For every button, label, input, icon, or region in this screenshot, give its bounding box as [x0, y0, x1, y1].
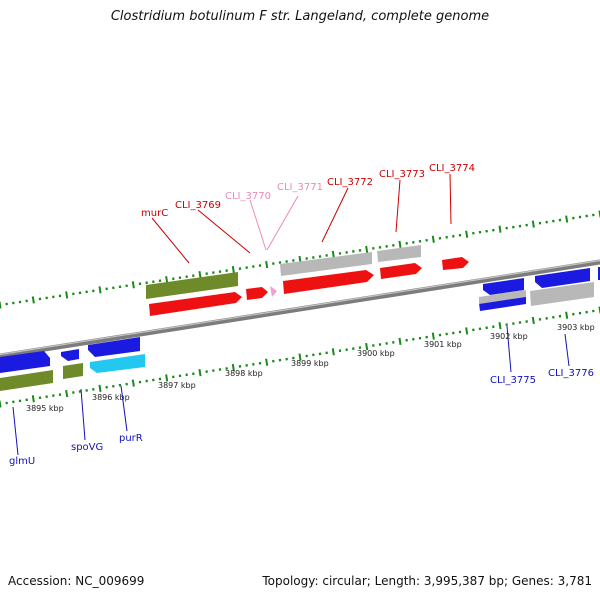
major-tick	[565, 311, 569, 319]
major-tick	[365, 342, 369, 351]
label-purR[interactable]: purR	[119, 433, 143, 444]
gene-CLI_3772[interactable]	[283, 270, 374, 294]
scale-label: 3899 kbp	[291, 359, 329, 368]
major-tick	[98, 384, 102, 392]
major-tick	[31, 395, 35, 403]
label-CLI_3772[interactable]: CLI_3772	[327, 177, 373, 188]
major-tick	[165, 374, 169, 382]
gene-murC[interactable]	[149, 292, 242, 316]
label-CLI_3771[interactable]: CLI_3771	[277, 182, 323, 193]
major-tick	[165, 276, 169, 284]
label-CLI_3773[interactable]: CLI_3773	[379, 169, 425, 180]
major-tick	[331, 250, 335, 259]
gene-CLI_3770[interactable]	[270, 286, 277, 297]
label-CLI_3769[interactable]: CLI_3769	[175, 200, 221, 211]
scale-label: 3898 kbp	[225, 369, 263, 378]
major-tick	[98, 286, 102, 294]
major-tick	[398, 240, 402, 248]
major-tick	[0, 400, 2, 408]
topology-summary: Topology: circular; Length: 3,995,387 bp…	[262, 574, 592, 588]
label-spoVG[interactable]: spoVG	[71, 442, 103, 453]
label-CLI_3776[interactable]: CLI_3776	[548, 368, 594, 379]
major-tick	[265, 358, 269, 366]
major-tick	[198, 369, 202, 377]
major-tick	[298, 353, 302, 361]
genome-backbone	[0, 259, 600, 359]
label-CLI_3774[interactable]: CLI_3774	[429, 163, 475, 174]
major-tick	[331, 348, 335, 356]
gene-purR[interactable]	[88, 337, 140, 357]
major-tick	[265, 260, 269, 269]
major-tick	[498, 322, 502, 330]
scale-tick-labels: 3895 kbp 3896 kbp 3897 kbp 3898 kbp 3899…	[26, 323, 595, 413]
reverse-gene-labels: glmU spoVG purR CLI_3775 CLI_3776	[9, 368, 594, 467]
gene-CLI_3775[interactable]	[483, 278, 524, 295]
gene-CLI_3775-grey[interactable]	[479, 290, 526, 304]
major-tick	[365, 245, 369, 253]
scale-label: 3897 kbp	[158, 381, 196, 390]
scale-label: 3895 kbp	[26, 404, 64, 413]
major-tick	[231, 363, 235, 372]
cog-bar-spoVG	[63, 363, 83, 379]
major-tick	[231, 266, 235, 274]
major-tick	[531, 220, 535, 228]
gene-spoVG[interactable]	[61, 349, 79, 361]
scale-label: 3900 kbp	[357, 349, 395, 358]
major-tick	[65, 291, 69, 299]
label-leaders	[12, 173, 570, 456]
genome-title: Clostridium botulinum F str. Langeland, …	[110, 9, 490, 24]
major-tick	[198, 271, 202, 279]
label-CLI_3775[interactable]: CLI_3775	[490, 375, 536, 386]
cog-bar-glmU	[0, 370, 53, 391]
major-tick	[131, 379, 135, 387]
forward-gene-labels: murC CLI_3769 CLI_3770 CLI_3771 CLI_3772…	[141, 163, 475, 219]
gene-CLI_3774[interactable]	[442, 257, 469, 270]
gene-purR-light[interactable]	[90, 354, 145, 373]
scale-label: 3896 kbp	[92, 393, 130, 402]
major-tick	[565, 215, 569, 223]
gene-CLI_3771[interactable]	[280, 252, 372, 276]
gene-glmU[interactable]	[0, 351, 50, 373]
gene-CLI_3773[interactable]	[380, 263, 422, 279]
forward-strand-genes	[146, 245, 469, 316]
major-tick	[465, 230, 469, 238]
major-tick	[31, 296, 35, 304]
major-tick	[431, 332, 435, 340]
gene-CLI_3775-b[interactable]	[479, 296, 526, 311]
inner-tick-track	[0, 306, 600, 408]
major-tick	[65, 389, 69, 398]
major-tick	[131, 281, 135, 289]
label-CLI_3770[interactable]: CLI_3770	[225, 191, 271, 202]
label-murC[interactable]: murC	[141, 208, 168, 219]
gene-CLI_3769[interactable]	[246, 287, 268, 300]
scale-label: 3902 kbp	[490, 332, 528, 341]
gene-CLI_3776[interactable]	[535, 268, 590, 288]
major-tick	[531, 316, 535, 325]
label-glmU[interactable]: glmU	[9, 456, 35, 467]
scale-label: 3901 kbp	[424, 340, 462, 349]
major-tick	[498, 225, 502, 233]
gene-CLI_3776-grey[interactable]	[530, 282, 594, 306]
accession-text: Accession: NC_009699	[8, 574, 145, 588]
major-tick	[431, 235, 435, 243]
major-tick	[398, 337, 402, 345]
scale-label: 3903 kbp	[557, 323, 595, 332]
cog-bar-murC	[146, 272, 238, 299]
reverse-strand-genes	[0, 267, 600, 391]
major-tick	[0, 301, 2, 309]
gene-grey-2[interactable]	[377, 245, 421, 262]
major-tick	[465, 327, 469, 335]
